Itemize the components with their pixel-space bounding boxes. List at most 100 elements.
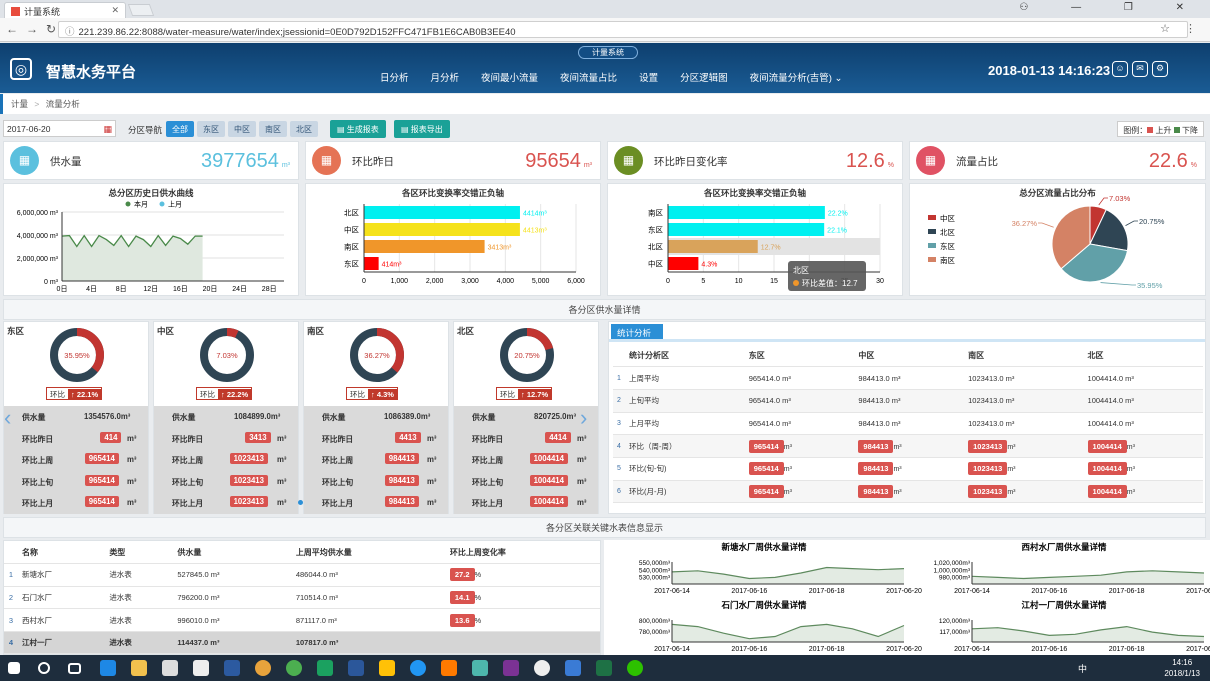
bookmark-star-icon[interactable]: ☆ ⋮ bbox=[1160, 23, 1202, 35]
table-cell: 984413.0 m³ bbox=[854, 389, 965, 413]
reload-icon[interactable]: ↻ bbox=[46, 22, 65, 36]
nav-item[interactable]: 夜间流量分析(吉管) ⌄ bbox=[749, 73, 843, 84]
breadcrumb-root[interactable]: 计量 bbox=[11, 99, 29, 109]
region-button-north[interactable]: 北区 bbox=[290, 121, 318, 137]
region-button-east[interactable]: 东区 bbox=[197, 121, 225, 137]
mini-area bbox=[972, 626, 1204, 642]
bar bbox=[668, 223, 825, 236]
region-button-center[interactable]: 中区 bbox=[228, 121, 256, 137]
system-clock[interactable]: 14:16 2018/1/13 bbox=[1164, 657, 1200, 679]
table-row[interactable]: 2 石门水厂 进水表 796200.0 m³ 710514.0 m³ 14.1% bbox=[4, 586, 600, 610]
window-controls[interactable]: ⚇ — ❐ ✕ bbox=[1019, 2, 1204, 13]
nav-item[interactable]: 夜间流量占比 bbox=[560, 73, 618, 84]
calendar-icon[interactable]: ▦ bbox=[103, 124, 112, 134]
legend-label: 东区 bbox=[940, 241, 955, 251]
app-yellow-icon[interactable] bbox=[379, 660, 395, 676]
table-cell: 965414.0 m³ bbox=[744, 366, 855, 390]
datetime-display: 2018-01-13 14:16:23 bbox=[988, 63, 1111, 78]
row-label: 环比(旬-旬) bbox=[625, 457, 745, 481]
x-tick-label: 2017-06-18 bbox=[1109, 588, 1145, 595]
kpi-card-dod: ▦ 环比昨日 95654 m³ bbox=[305, 141, 601, 180]
badge-value: ↑ 22.1% bbox=[68, 389, 102, 400]
meter-table: 名称 类型 供水量 上周平均供水量 环比上周变化率 1 新塘水厂 进水表 527845.0 m³… bbox=[4, 541, 600, 654]
change-pill: 965414 bbox=[748, 462, 784, 476]
close-tab-icon[interactable]: ✕ bbox=[111, 5, 119, 15]
browser-tab[interactable]: 计量系统 ✕ bbox=[4, 2, 126, 18]
carousel-dot[interactable] bbox=[298, 500, 303, 505]
explorer-icon[interactable] bbox=[131, 660, 147, 676]
task-view-icon[interactable] bbox=[68, 663, 81, 674]
url-input[interactable]: ⓘ 221.239.86.22:8088/water-measure/water/… bbox=[58, 21, 1188, 38]
search-app-icon[interactable] bbox=[441, 660, 457, 676]
browser-tab-bar: 计量系统 ✕ ⚇ — ❐ ✕ bbox=[0, 0, 1210, 18]
table-cell: 1004414.0 m³ bbox=[1083, 366, 1203, 390]
new-tab-button[interactable] bbox=[127, 4, 155, 16]
nav-item[interactable]: 分区逻辑图 bbox=[680, 73, 728, 84]
change-pill: 1004414 bbox=[1087, 439, 1127, 453]
message-icon[interactable]: ✉ bbox=[1132, 61, 1148, 77]
nav-item[interactable]: 日分析 bbox=[380, 73, 409, 84]
ime-indicator[interactable]: 中 bbox=[1078, 664, 1088, 674]
url-text: 221.239.86.22:8088/water-measure/water/i… bbox=[78, 27, 516, 38]
nav-item[interactable]: 设置 bbox=[639, 73, 659, 84]
generate-report-button[interactable]: ▤ 生成报表 bbox=[330, 120, 386, 138]
region-button-south[interactable]: 南区 bbox=[259, 121, 287, 137]
rate-unit: % bbox=[474, 570, 482, 580]
player-icon[interactable] bbox=[317, 660, 333, 676]
district-change-badge: 环比 ↑ 22.2% bbox=[196, 387, 253, 400]
y-tick-label: 980,000m³ bbox=[939, 575, 971, 582]
nav-item[interactable]: 夜间最小流量 bbox=[481, 73, 539, 84]
district-row: 环比上月 965414 m³ bbox=[4, 492, 148, 514]
app-green-icon[interactable] bbox=[286, 660, 302, 676]
meter-supply: 114437.0 m³ bbox=[173, 631, 292, 654]
info-icon[interactable]: ⓘ bbox=[65, 27, 75, 38]
x-tick-label: 15 bbox=[770, 278, 778, 285]
district-row: 供水量 820725.0m³ bbox=[454, 406, 598, 428]
settings-app-icon[interactable] bbox=[534, 660, 550, 676]
user-icon[interactable]: ☺ bbox=[1112, 61, 1128, 77]
table-row[interactable]: 1 新塘水厂 进水表 527845.0 m³ 486044.0 m³ 27.2% bbox=[4, 563, 600, 587]
table-row[interactable]: 3 西村水厂 进水表 996010.0 m³ 871117.0 m³ 13.6% bbox=[4, 608, 600, 632]
browser-nav-buttons[interactable]: ←→↻ bbox=[6, 22, 64, 36]
forward-icon[interactable]: → bbox=[26, 22, 46, 36]
chrome-icon[interactable] bbox=[255, 660, 271, 676]
kpi-unit: m³ bbox=[281, 162, 290, 169]
onenote-icon[interactable] bbox=[503, 660, 519, 676]
tab-stats-analysis[interactable]: 统计分析 bbox=[611, 324, 663, 339]
word-icon[interactable] bbox=[348, 660, 364, 676]
date-picker-input[interactable]: 2017-06-20 ▦ bbox=[3, 120, 116, 137]
badge-number: 22.2% bbox=[226, 390, 249, 399]
carousel-prev-icon[interactable]: ‹ bbox=[4, 405, 12, 430]
start-icon[interactable] bbox=[8, 662, 20, 674]
rate-unit: % bbox=[474, 592, 482, 602]
kpi-unit: m³ bbox=[583, 162, 592, 169]
x-tick-label: 2017-06-20 bbox=[1186, 646, 1210, 653]
district-row: 环比上月 1004414 m³ bbox=[454, 492, 598, 514]
meter-avg: 486044.0 m³ bbox=[291, 563, 446, 587]
region-button-all[interactable]: 全部 bbox=[166, 121, 194, 137]
district-row: 环比昨日 3413 m³ bbox=[154, 428, 298, 450]
excel-icon[interactable] bbox=[596, 660, 612, 676]
settings-icon[interactable]: ⚙ bbox=[1152, 61, 1168, 77]
search-icon[interactable] bbox=[38, 662, 50, 674]
row-index: 1 bbox=[4, 563, 18, 587]
table-cell: 965414 m³ bbox=[744, 457, 855, 481]
wechat-icon[interactable] bbox=[627, 660, 643, 676]
header-actions: ☺ ✉ ⚙ bbox=[1112, 61, 1168, 77]
x-tick-label: 6,000 bbox=[567, 278, 585, 285]
nav-item[interactable]: 月分析 bbox=[430, 73, 460, 84]
category-label: 北区 bbox=[648, 243, 663, 252]
store-icon[interactable] bbox=[162, 660, 178, 676]
row-unit: m³ bbox=[127, 476, 137, 486]
export-report-button[interactable]: ▤ 报表导出 bbox=[394, 120, 450, 138]
edge-icon[interactable] bbox=[100, 660, 116, 676]
table-row[interactable]: 4 江村一厂 进水表 114437.0 m³ 107817.0 m³ bbox=[4, 631, 600, 654]
app-blue-icon[interactable] bbox=[410, 660, 426, 676]
back-icon[interactable]: ← bbox=[6, 22, 26, 36]
carousel-next-icon[interactable]: › bbox=[580, 405, 588, 430]
legend-down: 下降 bbox=[1182, 126, 1198, 135]
app-icon-2[interactable] bbox=[565, 660, 581, 676]
app-icon[interactable] bbox=[224, 660, 240, 676]
mail-icon[interactable] bbox=[193, 660, 209, 676]
app-teal-icon[interactable] bbox=[472, 660, 488, 676]
